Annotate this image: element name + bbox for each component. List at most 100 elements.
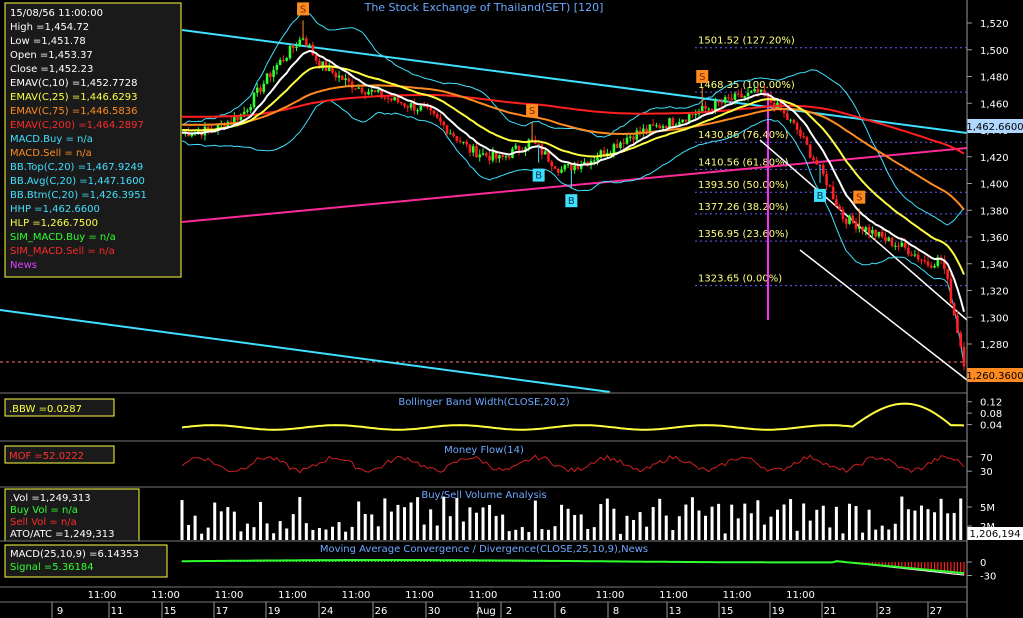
volume-bar [756, 500, 760, 540]
macd-legend-line: Signal =5.36184 [10, 562, 94, 573]
candle-body [668, 118, 671, 129]
info-line: News [10, 260, 37, 271]
candle-body [334, 72, 338, 78]
volume-bar [769, 516, 773, 540]
candle-body [452, 133, 455, 137]
candle-body [838, 206, 841, 210]
volume-panel[interactable]: Buy/Sell Volume Analysis .Vol =1,249,313… [0, 486, 1023, 542]
time-hour-label: 11:00 [88, 590, 117, 601]
candle-body [445, 125, 449, 134]
candle-body [766, 95, 769, 97]
candle-body [599, 150, 603, 158]
volume-bar [213, 502, 217, 540]
candle-body [789, 119, 792, 121]
volume-bar [239, 531, 243, 540]
volume-bar [553, 526, 557, 540]
last-price-tag: 1,462.6600 [966, 119, 1023, 133]
candle-body [249, 106, 253, 111]
price-tick-label: 1,340 [980, 260, 1009, 271]
volume-bar [887, 529, 891, 540]
time-hour-label: 11:00 [659, 590, 688, 601]
price-tick-label: 1,280 [980, 340, 1009, 351]
volume-bar [612, 508, 616, 540]
info-lines: High =1,454.72 Low =1,451.78 Open =1,453.3… [10, 22, 147, 271]
volume-bar [357, 501, 361, 540]
sell-badge [853, 190, 866, 204]
sell-badge [297, 2, 310, 16]
candle-body [295, 46, 298, 48]
candle-body [481, 153, 485, 155]
candle-body [439, 117, 442, 122]
candle-body [458, 140, 462, 142]
time-date-label: 19 [268, 606, 281, 617]
volume-bar [304, 523, 308, 540]
macd-axis: 0-30 [967, 558, 996, 583]
volume-bar [867, 509, 871, 540]
time-hour-label: 11:00 [151, 590, 180, 601]
volume-bar [815, 509, 819, 540]
volume-bar [939, 498, 943, 540]
volume-bar [762, 524, 766, 540]
candle-body [435, 113, 439, 118]
badge-letter: S [529, 106, 535, 117]
candle-body [841, 209, 845, 220]
volume-bar [389, 511, 393, 540]
close-price-text: 1,260.3600 [966, 371, 1023, 382]
volume-bar [926, 509, 930, 540]
candle-body [226, 121, 230, 129]
candle-body [786, 113, 789, 120]
macd-legend-line: MACD(25,10,9) =6.14353 [10, 549, 139, 560]
volume-bar [671, 530, 675, 540]
candle-body [341, 75, 344, 81]
time-date-label: 15 [721, 606, 734, 617]
bbw-panel[interactable]: Bollinger Band Width(CLOSE,20,2) .BBW =0… [0, 392, 1002, 432]
volume-bar [625, 515, 629, 540]
macd-panel[interactable]: Moving Average Convergence / Divergence(… [0, 540, 996, 583]
candle-body [537, 143, 540, 145]
candle-body [308, 44, 311, 46]
candle-body [380, 89, 383, 98]
candle-body [321, 61, 324, 69]
candle-body [517, 145, 521, 151]
fib-label: 1393.50 (50.00%) [698, 180, 789, 191]
candle-body [498, 155, 501, 159]
candle-body [710, 108, 714, 111]
candle-body [524, 147, 527, 151]
volume-bar [252, 527, 256, 540]
volume-bar [854, 506, 858, 540]
price-tick-label: 1,300 [980, 313, 1009, 324]
candle-body [478, 154, 482, 158]
volume-bar [533, 500, 537, 540]
candle-body [291, 45, 295, 48]
candle-body [301, 38, 305, 40]
volume-bar [592, 527, 596, 540]
time-hour-label: 11:00 [278, 590, 307, 601]
candle-body [812, 157, 815, 160]
candle-body [763, 89, 766, 96]
candle-body [887, 237, 891, 241]
candle-body [655, 125, 658, 127]
candle-body [681, 119, 684, 123]
volume-bar [664, 515, 668, 540]
volume-bar [808, 520, 812, 540]
volume-bar [180, 500, 184, 540]
volume-bar [350, 526, 354, 540]
volume-bar [337, 522, 341, 540]
volume-bar [605, 498, 609, 540]
volume-bar [259, 501, 263, 540]
candle-body [507, 156, 511, 158]
money-flow-title: Money Flow(14) [444, 445, 524, 456]
candle-body [658, 125, 662, 129]
candle-body [831, 186, 835, 200]
candle-body [612, 144, 616, 153]
candle-body [884, 236, 887, 241]
candle-body [442, 121, 446, 126]
candle-body [370, 90, 374, 92]
candle-body [835, 199, 838, 207]
volume-bar [448, 516, 452, 540]
candle-body [592, 160, 596, 162]
signal-badges: S S S S B B B [297, 2, 866, 227]
price-panel[interactable]: The Stock Exchange of Thailand(SET) [120… [0, 0, 1023, 393]
